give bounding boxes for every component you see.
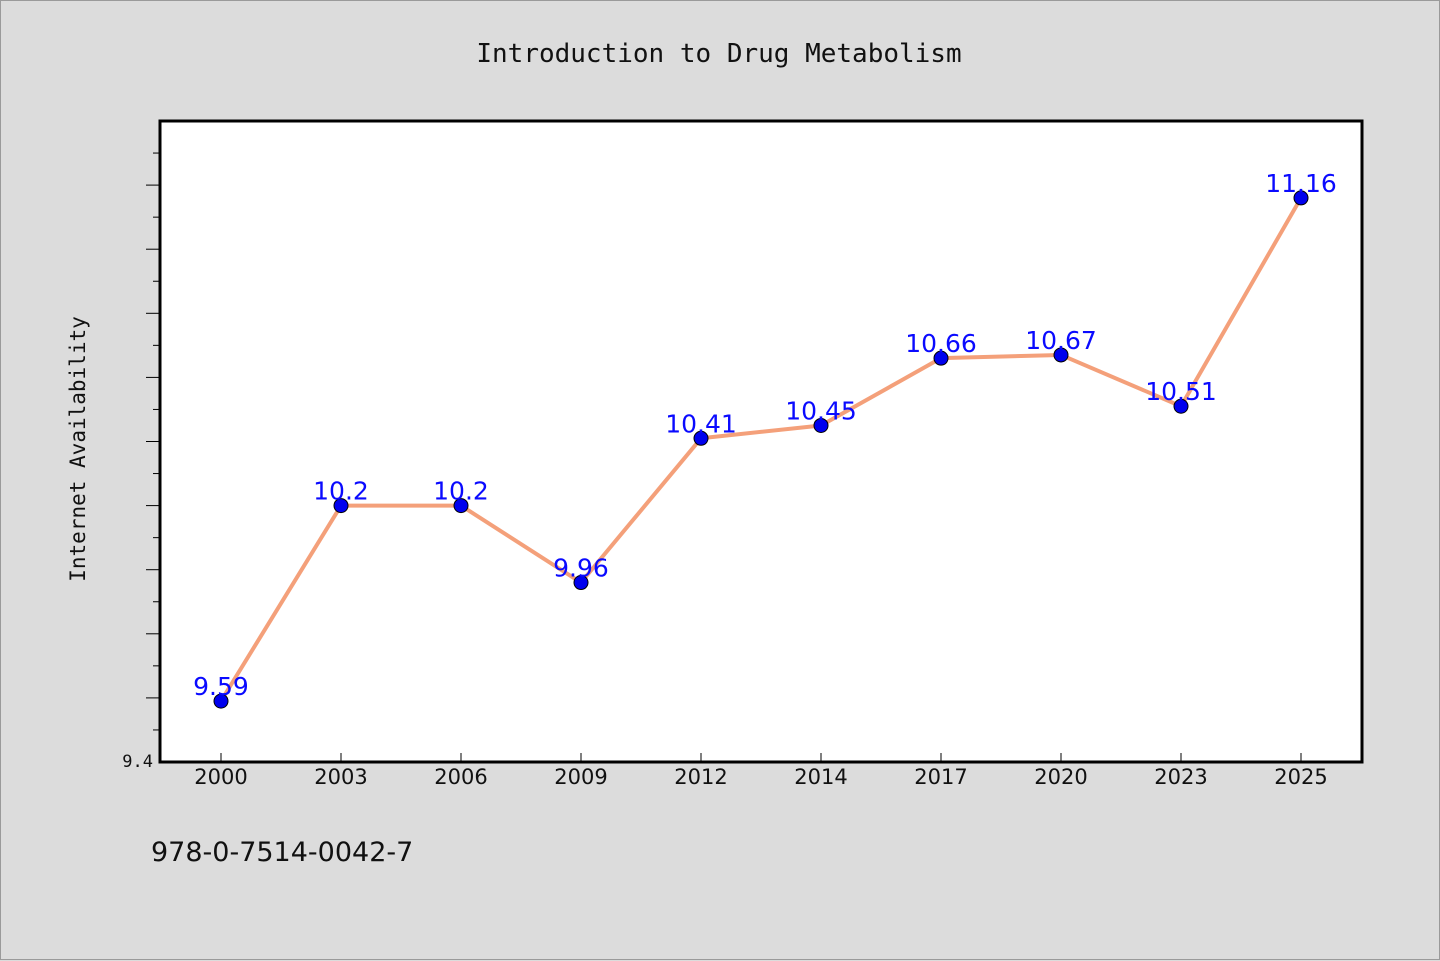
x-tick-label: 2000 — [194, 765, 247, 789]
chart-title: Introduction to Drug Metabolism — [476, 39, 961, 69]
data-point — [693, 430, 709, 446]
data-point — [213, 693, 229, 709]
data-label: 10.2 — [433, 477, 489, 506]
plot-area — [158, 119, 1364, 764]
y-axis-label: Internet Availability — [66, 316, 90, 582]
data-label: 10.67 — [1025, 326, 1097, 355]
y-axis-ticks — [146, 152, 160, 731]
data-label: 10.45 — [785, 396, 857, 425]
data-label: 11.16 — [1265, 169, 1337, 198]
x-tick-label: 2025 — [1274, 765, 1327, 789]
data-label: 9.96 — [553, 554, 609, 583]
x-tick-label: 2014 — [794, 765, 847, 789]
data-label: 10.41 — [665, 409, 737, 438]
data-label: 10.66 — [905, 329, 977, 358]
data-point — [933, 350, 949, 366]
data-point — [333, 498, 349, 514]
data-point — [1173, 398, 1189, 414]
isbn-text: 978-0-7514-0042-7 — [151, 837, 414, 868]
y-axis-min-label: 9.4 — [122, 752, 153, 772]
data-point — [813, 417, 829, 433]
x-tick-label: 2003 — [314, 765, 367, 789]
x-tick-label: 2017 — [914, 765, 967, 789]
data-point — [573, 575, 589, 591]
data-point — [453, 498, 469, 514]
x-axis-ticks: 2000 2003 2006 2009 2012 2014 2017 2020 2023 2025 — [194, 753, 1328, 789]
data-label: 10.2 — [313, 477, 369, 506]
data-label: 10.51 — [1145, 377, 1217, 406]
x-tick-label: 2006 — [434, 765, 487, 789]
series-line — [219, 195, 1303, 704]
x-tick-label: 2009 — [554, 765, 607, 789]
x-tick-label: 2023 — [1154, 765, 1207, 789]
data-label: 9.59 — [193, 672, 249, 701]
data-point — [1293, 190, 1309, 206]
data-point — [1053, 347, 1069, 363]
x-tick-label: 2020 — [1034, 765, 1087, 789]
x-tick-label: 2012 — [674, 765, 727, 789]
series-layer: 9.59 10.2 10.2 9.96 10.41 10.45 10.66 10.67 10.5… — [193, 169, 1337, 709]
